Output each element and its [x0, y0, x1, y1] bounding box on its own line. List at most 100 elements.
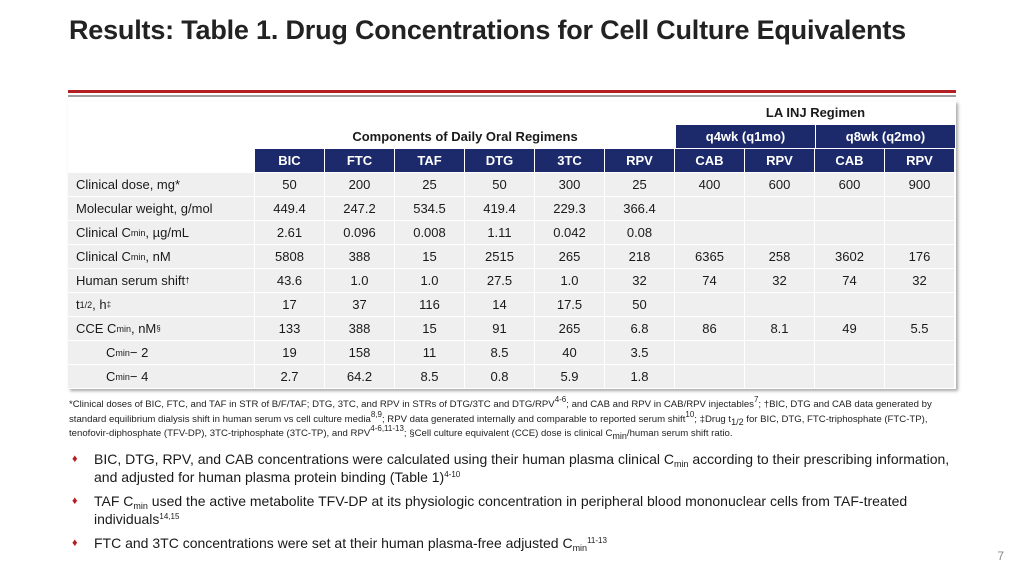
- table-cell: 86: [675, 317, 745, 341]
- table-cell: 19: [255, 341, 325, 365]
- table-cell: [745, 341, 815, 365]
- bullet-list: ♦ BIC, DTG, RPV, and CAB concentrations …: [72, 450, 952, 558]
- table-cell: 133: [255, 317, 325, 341]
- table-cell: [745, 197, 815, 221]
- table-cell: 1.8: [605, 365, 675, 389]
- table-cell: 50: [255, 173, 325, 197]
- q4wk-header: q4wk (q1mo): [676, 125, 816, 149]
- table-cell: [815, 341, 885, 365]
- table-cell: [675, 221, 745, 245]
- row-label: t 1/2, h ‡: [68, 293, 255, 317]
- table-cell: [885, 293, 955, 317]
- table-cell: 2.61: [255, 221, 325, 245]
- table-cell: 5808: [255, 245, 325, 269]
- diamond-bullet-icon: ♦: [72, 453, 78, 465]
- table-cell: 15: [395, 317, 465, 341]
- table-cell: [815, 197, 885, 221]
- table-cell: 176: [885, 245, 955, 269]
- table-cell: 25: [605, 173, 675, 197]
- table-cell: 32: [745, 269, 815, 293]
- page-title: Results: Table 1. Drug Concentrations fo…: [69, 15, 906, 45]
- table-cell: 6365: [675, 245, 745, 269]
- table-cell: 37: [325, 293, 395, 317]
- table-cell: 74: [815, 269, 885, 293]
- table-cell: 50: [465, 173, 535, 197]
- la-inj-header: LA INJ Regimen: [676, 101, 956, 125]
- header-row-drugs: BIC FTC TAF DTG 3TC RPV CAB RPV CAB RPV: [68, 149, 956, 173]
- table-cell: 25: [395, 173, 465, 197]
- table-cell: 900: [885, 173, 955, 197]
- table-cell: 449.4: [255, 197, 325, 221]
- column-header: RPV: [745, 149, 815, 173]
- table-cell: 258: [745, 245, 815, 269]
- table-cell: [675, 293, 745, 317]
- page-number: 7: [997, 549, 1004, 563]
- table-cell: 229.3: [535, 197, 605, 221]
- table-cell: 1.0: [395, 269, 465, 293]
- title-rule-red: [68, 90, 956, 93]
- table-cell: 116: [395, 293, 465, 317]
- column-header: CAB: [675, 149, 745, 173]
- header-row-groups: Components of Daily Oral Regimens q4wk (…: [68, 125, 956, 149]
- table-cell: 43.6: [255, 269, 325, 293]
- table-cell: [675, 365, 745, 389]
- list-item: ♦ BIC, DTG, RPV, and CAB concentrations …: [72, 451, 950, 485]
- table-cell: 0.042: [535, 221, 605, 245]
- table-cell: [815, 365, 885, 389]
- column-header: BIC: [255, 149, 325, 173]
- table-cell: [885, 197, 955, 221]
- row-label: Clinical dose, mg*: [68, 173, 255, 197]
- table-cell: 247.2: [325, 197, 395, 221]
- table-cell: [745, 293, 815, 317]
- table-cell: 14: [465, 293, 535, 317]
- column-header: RPV: [885, 149, 955, 173]
- table-cell: 40: [535, 341, 605, 365]
- table-cell: 534.5: [395, 197, 465, 221]
- column-header: TAF: [395, 149, 465, 173]
- table-cell: 600: [815, 173, 885, 197]
- table-cell: [815, 293, 885, 317]
- table-cell: 158: [325, 341, 395, 365]
- table-cell: 49: [815, 317, 885, 341]
- table-cell: 3602: [815, 245, 885, 269]
- table-cell: 64.2: [325, 365, 395, 389]
- table-row: Clinical dose, mg* 50 200 25 50 300 25 400 600 60…: [68, 173, 956, 197]
- drug-concentration-table: LA INJ Regimen Components of Daily Oral …: [68, 101, 956, 389]
- list-item: ♦ FTC and 3TC concentrations were set at…: [72, 535, 607, 553]
- table-cell: 0.08: [605, 221, 675, 245]
- table-cell: [885, 365, 955, 389]
- table-cell: 419.4: [465, 197, 535, 221]
- diamond-bullet-icon: ♦: [72, 495, 78, 507]
- table-cell: 32: [885, 269, 955, 293]
- table-cell: 300: [535, 173, 605, 197]
- table-cell: 2515: [465, 245, 535, 269]
- table-footnote: *Clinical doses of BIC, FTC, and TAF in …: [69, 395, 932, 441]
- column-header: CAB: [815, 149, 885, 173]
- table-cell: 1.0: [325, 269, 395, 293]
- table-cell: 50: [605, 293, 675, 317]
- header-row-la: LA INJ Regimen: [68, 101, 956, 125]
- table-cell: 91: [465, 317, 535, 341]
- table-cell: 218: [605, 245, 675, 269]
- table-cell: 600: [745, 173, 815, 197]
- table-cell: 265: [535, 245, 605, 269]
- table-cell: 0.008: [395, 221, 465, 245]
- table-cell: 74: [675, 269, 745, 293]
- table-cell: 1.11: [465, 221, 535, 245]
- column-header: DTG: [465, 149, 535, 173]
- table-cell: 8.5: [395, 365, 465, 389]
- table-cell: [675, 341, 745, 365]
- table-cell: 5.5: [885, 317, 955, 341]
- title-rule-grey: [68, 95, 956, 97]
- table-cell: [885, 221, 955, 245]
- table-cell: 8.1: [745, 317, 815, 341]
- table-cell: 15: [395, 245, 465, 269]
